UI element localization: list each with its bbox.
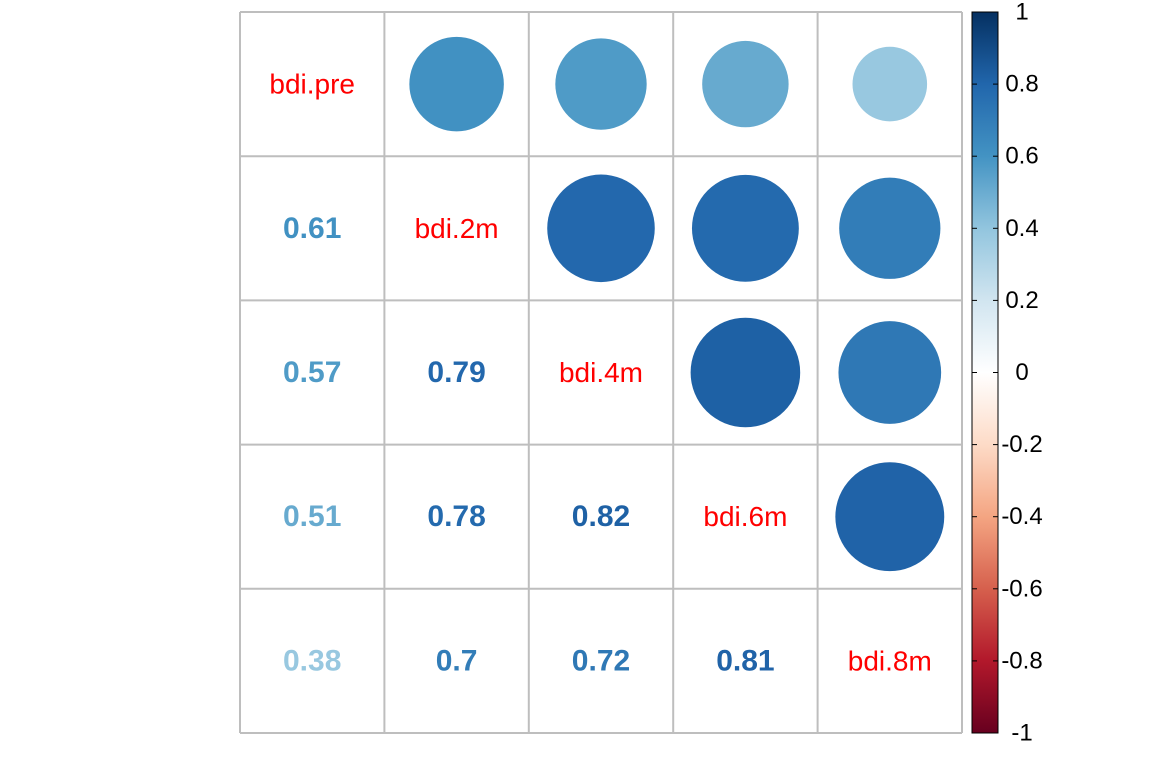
- correlation-circle: [691, 174, 799, 282]
- colorbar-tick-label: -0.8: [1001, 647, 1042, 674]
- colorbar-tick-label: 0: [1015, 359, 1028, 386]
- correlation-circle: [852, 46, 928, 122]
- colorbar-tick-label: 0.2: [1005, 287, 1038, 314]
- colorbar-legend: 1 0.8 0.6 0.4 0.2 0 -0.2 -0.4 -0.6 -0.8 -1: [971, 0, 1043, 747]
- coefficient-label: 0.81: [716, 644, 774, 677]
- coefficient-label: 0.7: [436, 644, 478, 677]
- diagonal-variable-label: bdi.pre: [269, 69, 355, 100]
- diagonal-variable-label: bdi.2m: [415, 213, 499, 244]
- correlation-circle: [835, 462, 945, 572]
- correlation-circle: [702, 40, 789, 128]
- correlation-circle: [690, 317, 801, 428]
- correlation-circle: [839, 177, 941, 279]
- colorbar-tick-label: 1: [1015, 0, 1028, 26]
- coefficient-label: 0.61: [283, 212, 341, 245]
- coefficient-label: 0.72: [572, 644, 630, 677]
- coefficient-label: 0.51: [283, 500, 341, 533]
- coefficient-label: 0.38: [283, 644, 341, 677]
- colorbar-tick-label: 0.8: [1005, 71, 1038, 98]
- colorbar-tick-label: 0.4: [1005, 215, 1038, 242]
- coefficient-label: 0.82: [572, 500, 630, 533]
- colorbar-tick-label: -0.2: [1001, 431, 1042, 458]
- matrix-cells: bdi.pre 0.61 bdi.2m 0.57 0.79 bdi.4m 0.51 0.78 0…: [269, 36, 945, 677]
- matrix-grid: [239, 11, 963, 734]
- diagonal-variable-label: bdi.6m: [703, 501, 787, 532]
- coefficient-label: 0.57: [283, 356, 341, 389]
- colorbar-tick-label: -0.4: [1001, 503, 1042, 530]
- diagonal-variable-label: bdi.8m: [848, 645, 932, 676]
- correlation-circle: [547, 174, 655, 283]
- diagonal-variable-label: bdi.4m: [559, 357, 643, 388]
- correlation-circle: [555, 38, 647, 130]
- correlation-circle: [409, 36, 504, 132]
- colorbar-tick-label: -1: [1011, 720, 1032, 747]
- correlation-circle: [838, 321, 942, 424]
- coefficient-label: 0.79: [427, 356, 485, 389]
- coefficient-label: 0.78: [427, 500, 485, 533]
- colorbar-tick-label: -0.6: [1001, 575, 1042, 602]
- colorbar-tick-label: 0.6: [1005, 143, 1038, 170]
